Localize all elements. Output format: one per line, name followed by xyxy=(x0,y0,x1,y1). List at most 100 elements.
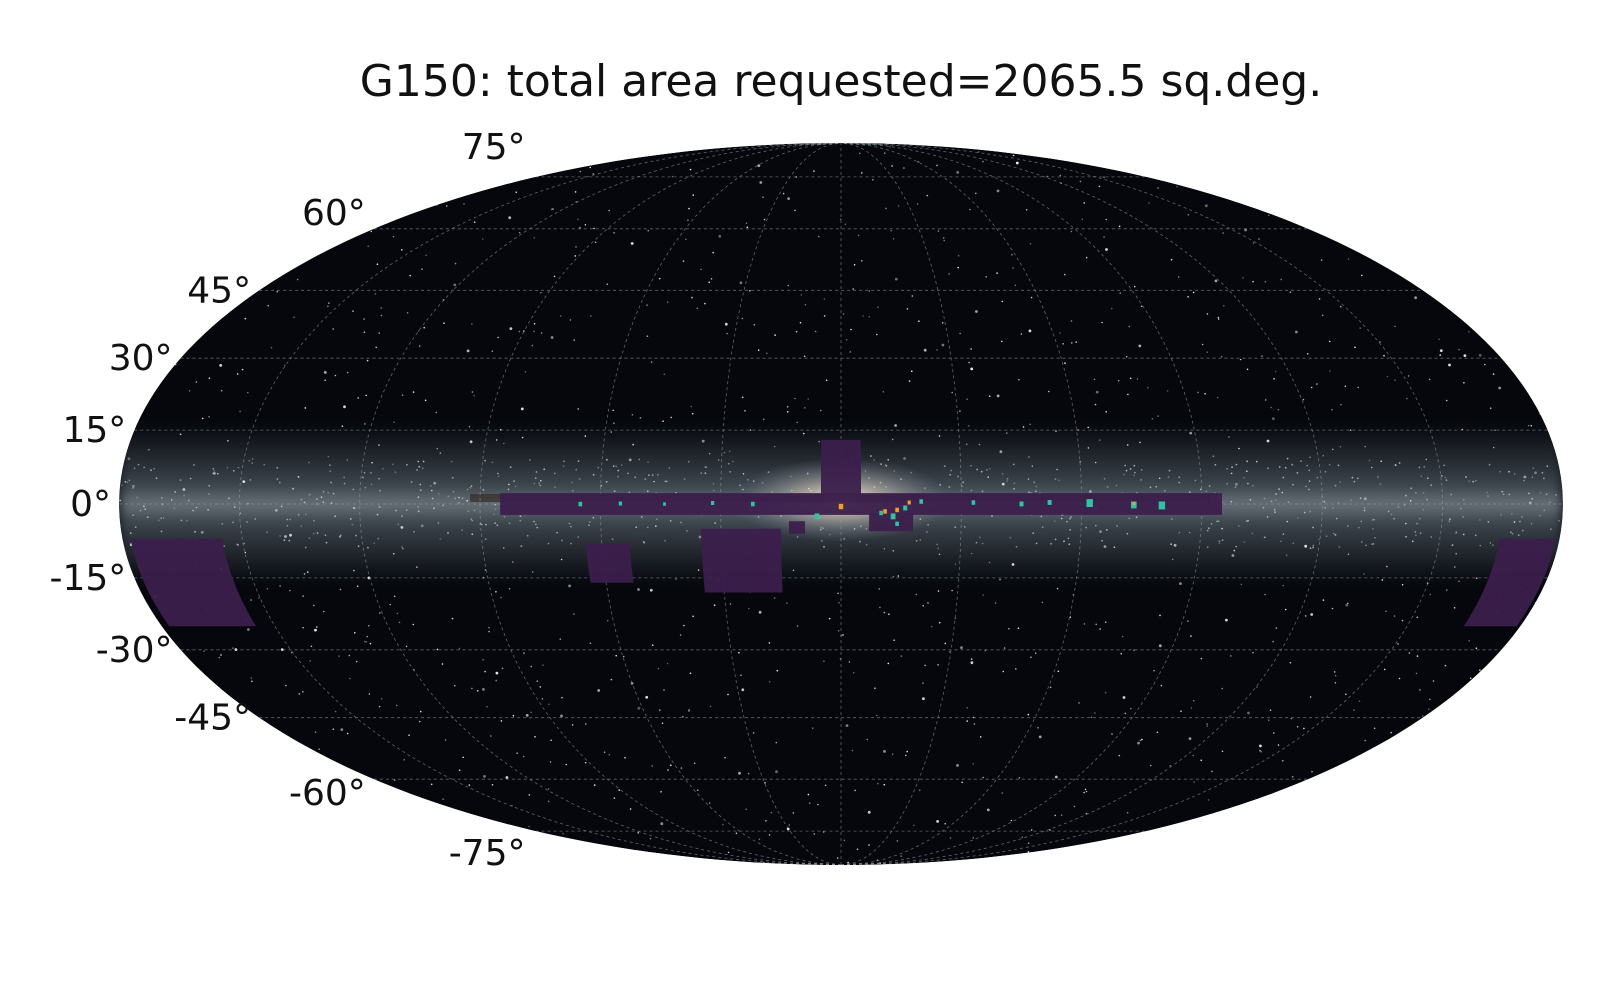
star xyxy=(379,612,381,614)
star xyxy=(442,798,444,800)
star xyxy=(274,208,276,210)
star xyxy=(1528,711,1531,714)
star xyxy=(175,327,177,330)
star xyxy=(338,655,340,657)
star xyxy=(1370,787,1373,790)
star xyxy=(304,407,307,409)
star xyxy=(836,857,839,859)
star xyxy=(302,691,304,693)
star xyxy=(1359,199,1362,201)
star xyxy=(1054,775,1058,779)
star xyxy=(444,739,447,741)
star xyxy=(247,391,249,394)
star xyxy=(752,732,755,734)
star xyxy=(206,685,208,688)
coverage-patch-mid xyxy=(903,505,908,511)
star xyxy=(549,761,552,763)
star xyxy=(1270,406,1272,409)
star xyxy=(1122,696,1126,699)
star xyxy=(495,679,498,682)
star xyxy=(561,696,563,699)
star xyxy=(1188,737,1192,740)
star xyxy=(1081,218,1084,221)
star xyxy=(659,709,661,711)
star xyxy=(436,648,439,651)
star xyxy=(1284,608,1287,611)
coverage-region-south-block-2 xyxy=(585,543,634,583)
star xyxy=(314,731,317,733)
star xyxy=(1049,686,1052,689)
star xyxy=(973,723,976,725)
star xyxy=(1328,340,1331,343)
star xyxy=(500,596,502,599)
star xyxy=(1334,674,1337,677)
star xyxy=(593,784,596,786)
star xyxy=(309,660,312,662)
meridian-60 xyxy=(599,143,842,865)
star xyxy=(956,764,959,767)
star xyxy=(1030,829,1033,831)
star xyxy=(1475,647,1478,649)
star xyxy=(368,159,371,161)
star xyxy=(1274,370,1277,373)
star xyxy=(1336,182,1338,185)
star xyxy=(1104,621,1107,623)
star xyxy=(1364,739,1366,742)
star xyxy=(535,855,538,857)
star xyxy=(302,595,304,597)
star xyxy=(960,646,963,649)
star xyxy=(883,750,886,753)
star xyxy=(1256,686,1258,688)
star xyxy=(1416,616,1419,619)
star xyxy=(559,638,562,640)
star xyxy=(1466,756,1469,758)
star xyxy=(412,391,415,393)
star xyxy=(314,628,317,632)
star xyxy=(250,790,252,793)
star xyxy=(1419,283,1423,286)
star xyxy=(774,334,776,336)
star xyxy=(550,336,554,339)
star xyxy=(367,625,370,627)
star xyxy=(395,704,398,707)
star xyxy=(608,209,610,212)
star xyxy=(1445,399,1448,402)
star xyxy=(1170,258,1173,261)
star xyxy=(210,768,213,771)
star xyxy=(692,615,694,618)
star xyxy=(250,677,253,679)
star xyxy=(157,253,161,257)
star xyxy=(1042,858,1044,860)
star xyxy=(927,602,929,604)
star xyxy=(1345,603,1349,607)
star xyxy=(851,749,854,752)
star xyxy=(1448,363,1451,367)
star xyxy=(1221,812,1223,814)
star xyxy=(693,762,696,765)
star xyxy=(1014,284,1017,287)
star xyxy=(346,732,349,735)
star xyxy=(1030,296,1033,299)
star xyxy=(1401,583,1404,586)
star xyxy=(1084,863,1086,865)
star xyxy=(651,765,653,767)
star xyxy=(505,776,509,779)
star xyxy=(1500,240,1503,243)
star xyxy=(260,238,263,241)
star xyxy=(892,238,895,240)
star xyxy=(201,417,204,420)
star xyxy=(149,224,151,227)
star xyxy=(313,604,315,607)
star xyxy=(1359,814,1362,817)
star xyxy=(584,224,587,226)
star xyxy=(650,361,653,363)
star xyxy=(182,683,185,685)
star xyxy=(1371,806,1374,808)
star xyxy=(1268,214,1270,216)
star xyxy=(1358,700,1361,702)
star xyxy=(285,684,287,687)
star xyxy=(1504,739,1507,741)
star xyxy=(1331,408,1333,411)
star xyxy=(219,364,223,367)
star xyxy=(825,379,828,382)
